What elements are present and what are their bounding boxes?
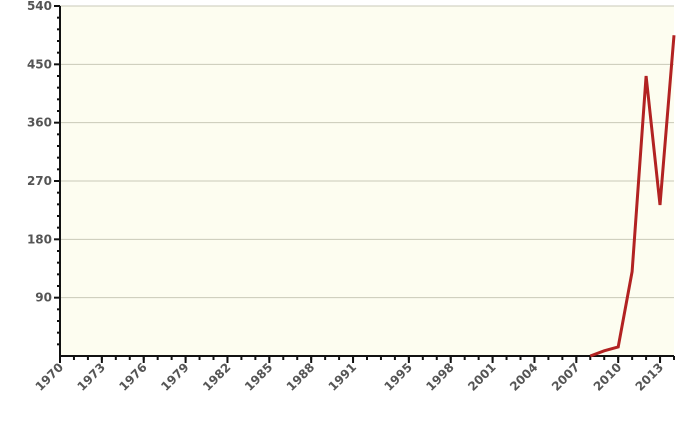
y-axis-tick-labels: 90 180 270 360 450 540: [27, 0, 52, 305]
x-tick-label: 2010: [591, 360, 625, 394]
x-tick-label: 1976: [116, 360, 150, 394]
y-tick-label: 270: [27, 174, 52, 188]
x-tick-label: 1973: [74, 360, 108, 394]
x-tick-label: 2013: [633, 360, 667, 394]
x-tick-label: 1970: [33, 360, 67, 394]
y-tick-label: 540: [27, 0, 52, 13]
y-tick-label: 360: [27, 116, 52, 130]
x-axis-tick-labels: 1970 1973 1976 1979 1982 1985 1988 1991 1995 1998…: [33, 360, 667, 394]
x-tick-label: 2007: [549, 360, 583, 394]
gridlines: [60, 5, 674, 299]
x-tick-label: 1988: [284, 360, 318, 394]
x-tick-label: 2001: [465, 360, 499, 394]
x-tick-label: 1979: [158, 360, 192, 394]
x-tick-label: 1982: [200, 360, 234, 394]
axes: [54, 5, 675, 363]
series-group: [589, 35, 676, 358]
x-tick-label: 1995: [381, 360, 415, 394]
x-tick-label: 1998: [423, 360, 457, 394]
x-tick-label: 1991: [326, 360, 360, 394]
y-tick-label: 180: [27, 232, 52, 246]
x-tick-label: 2004: [507, 360, 541, 394]
x-tick-label: 1985: [242, 360, 276, 394]
y-tick-label: 90: [35, 291, 52, 305]
y-tick-label: 450: [27, 57, 52, 71]
